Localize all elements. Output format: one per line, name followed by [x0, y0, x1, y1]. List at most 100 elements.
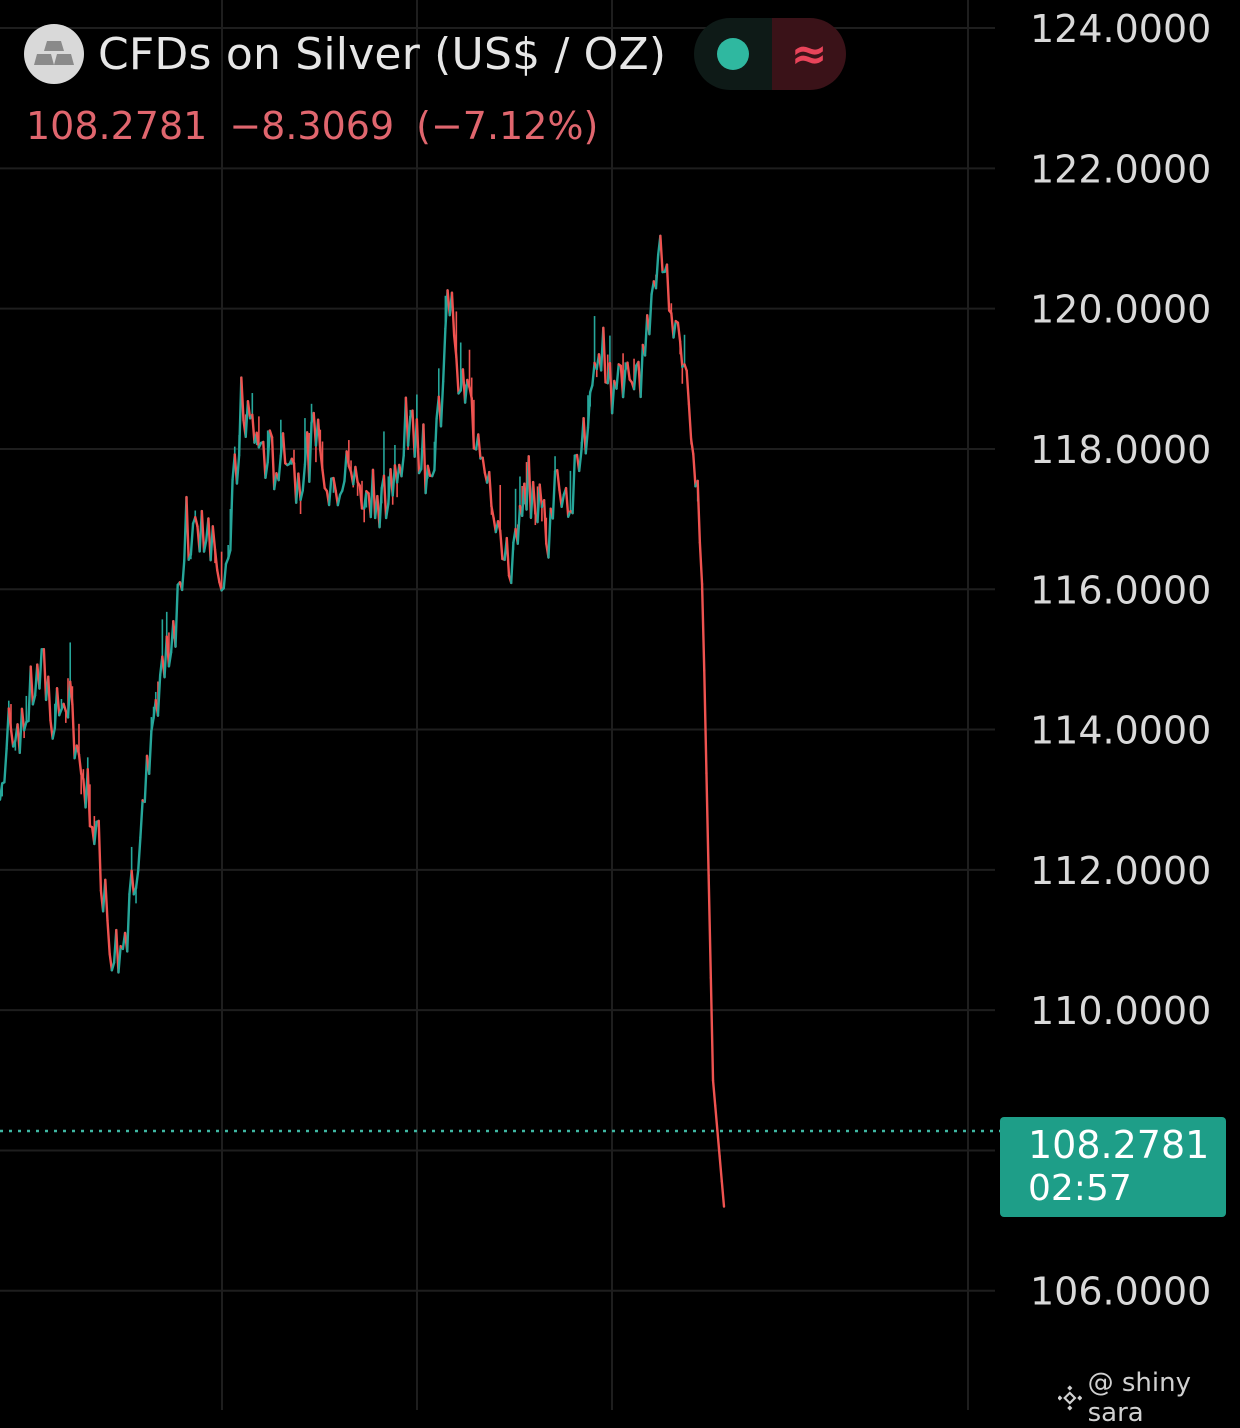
- price-segment: [191, 524, 193, 555]
- price-segment: [483, 458, 485, 473]
- price-segment: [678, 323, 680, 342]
- y-tick-label: 116.0000: [1030, 568, 1211, 612]
- price-segment: [213, 526, 215, 549]
- price-segment: [11, 729, 13, 746]
- price-segment: [401, 456, 403, 477]
- price-segment: [489, 472, 491, 506]
- price-segment: [711, 978, 713, 1080]
- price-segment: [195, 517, 197, 526]
- watermark-text: @ shiny sara: [1088, 1368, 1240, 1428]
- price-segment: [408, 417, 410, 446]
- price-segment: [700, 543, 702, 584]
- price-segment: [57, 688, 59, 715]
- price-segment: [573, 456, 575, 514]
- price-segment: [533, 482, 535, 513]
- price-segment: [691, 439, 693, 454]
- price-segment: [518, 506, 520, 544]
- price-segment: [149, 731, 151, 774]
- y-tick-label: 124.0000: [1030, 7, 1211, 51]
- price-segment: [616, 364, 618, 388]
- price-segment: [507, 538, 509, 576]
- price-segment: [709, 875, 711, 977]
- price-segment: [465, 380, 467, 403]
- price-segment: [105, 880, 107, 921]
- price-segment: [202, 511, 204, 552]
- price-segment: [720, 1156, 722, 1181]
- price-segment: [338, 495, 340, 505]
- instrument-title: CFDs on Silver (US$ / OZ): [98, 29, 666, 80]
- price-segment: [557, 470, 559, 490]
- price-segment: [443, 329, 445, 382]
- price-segment: [713, 1080, 715, 1105]
- watermark: @ shiny sara: [1058, 1368, 1240, 1428]
- price-segment: [384, 476, 386, 518]
- price-segment: [540, 485, 542, 507]
- current-price-label: 108.2781 02:57: [1000, 1117, 1226, 1217]
- price-segment: [132, 871, 134, 895]
- price-segment: [140, 800, 142, 837]
- price-segment: [649, 294, 651, 334]
- price-segment: [627, 363, 629, 380]
- price-segment: [656, 255, 658, 288]
- silver-bars-icon: [24, 24, 84, 84]
- price-segment: [298, 474, 300, 500]
- price-segment: [252, 415, 254, 443]
- price-segment: [456, 357, 458, 393]
- price-segment: [704, 671, 706, 773]
- price-segment: [127, 894, 129, 951]
- price-segment: [680, 342, 682, 367]
- y-tick-label: 106.0000: [1030, 1270, 1211, 1314]
- wave-icon[interactable]: ≈: [772, 18, 846, 90]
- price-segment: [158, 675, 160, 715]
- chart-grid: [0, 0, 1000, 1410]
- price-segment: [217, 570, 219, 582]
- price-change-percent: (−7.12%): [416, 104, 598, 148]
- y-tick-label: 118.0000: [1030, 428, 1211, 472]
- price-segment: [566, 488, 568, 517]
- status-pill[interactable]: ≈: [694, 18, 846, 90]
- price-segment: [99, 821, 101, 891]
- price-segment: [722, 1181, 724, 1206]
- price-change: −8.3069: [229, 104, 394, 148]
- price-segment: [303, 464, 305, 490]
- price-segment: [108, 921, 110, 954]
- binance-logo-icon: [1058, 1385, 1082, 1411]
- price-segment: [355, 467, 357, 482]
- price-segment: [706, 773, 708, 875]
- price-segment: [224, 564, 226, 588]
- y-tick-label: 112.0000: [1030, 849, 1211, 893]
- price-segment: [31, 667, 33, 705]
- price-segment: [693, 454, 695, 486]
- price-segment: [248, 401, 250, 418]
- price-segment: [452, 293, 454, 336]
- price-segment: [39, 649, 41, 688]
- price-segment: [715, 1106, 717, 1131]
- price-segment: [579, 451, 581, 471]
- price-segment: [592, 363, 594, 385]
- price-segment: [500, 531, 502, 559]
- price-segment: [215, 549, 217, 570]
- price-segment: [323, 470, 325, 488]
- price-segment: [434, 419, 436, 471]
- price-segment: [702, 584, 704, 671]
- price-segment: [186, 497, 188, 560]
- last-price: 108.2781: [26, 104, 207, 148]
- price-segment: [717, 1131, 719, 1156]
- price-segment: [182, 560, 184, 590]
- live-indicator[interactable]: [694, 18, 772, 90]
- price-segment: [491, 506, 493, 518]
- live-dot-icon: [717, 38, 749, 70]
- price-segment: [698, 481, 700, 543]
- price-series: [0, 236, 724, 1207]
- chart-header: CFDs on Silver (US$ / OZ) ≈: [24, 18, 846, 90]
- price-segment: [241, 378, 243, 421]
- price-segment: [548, 509, 550, 558]
- price-segment: [478, 434, 480, 458]
- price-segment: [72, 704, 74, 758]
- price-segment: [689, 404, 691, 439]
- price-segment: [342, 481, 344, 491]
- price-segment: [118, 946, 120, 972]
- price-segment: [237, 455, 239, 483]
- price-segment: [136, 870, 138, 888]
- price-quote: 108.2781 −8.3069 (−7.12%): [26, 104, 620, 148]
